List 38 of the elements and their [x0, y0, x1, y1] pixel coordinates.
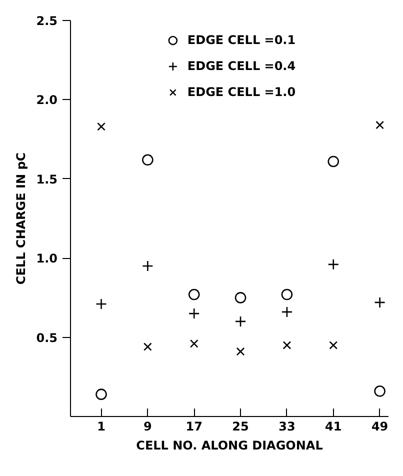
- point: [142, 154, 154, 166]
- y-tick-label: 1.5: [36, 172, 58, 186]
- point: [374, 296, 386, 308]
- point: [96, 298, 107, 310]
- legend-label: EDGE CELL =0.4: [187, 59, 296, 73]
- point: [376, 120, 384, 130]
- point: [328, 156, 340, 168]
- y-tick-label: 0.5: [36, 330, 58, 345]
- point: [374, 386, 386, 397]
- x-axis-title: CELL NO. ALONG DIAGONAL: [136, 438, 324, 452]
- x-tick-label: 9: [144, 420, 152, 434]
- x-tick-label: 17: [186, 420, 202, 434]
- y-tick-label: 2.5: [36, 14, 58, 28]
- point: [142, 260, 154, 272]
- point: [236, 347, 245, 356]
- point: [282, 341, 292, 350]
- x-tick-label: 49: [371, 420, 388, 434]
- point: [96, 388, 107, 400]
- y-tick-label: 1.0: [36, 252, 58, 266]
- point: [329, 341, 338, 350]
- legend-label: EDGE CELL =1.0: [187, 85, 296, 99]
- point: [281, 288, 293, 300]
- x-tick-label: 33: [278, 420, 296, 434]
- y-tick-label: 2.0: [36, 93, 58, 108]
- point: [234, 292, 246, 304]
- legend-label: EDGE CELL =0.1: [187, 33, 296, 47]
- y-axis-title: CELL CHARGE IN pC: [14, 152, 28, 285]
- point: [328, 258, 340, 270]
- x-tick-label: 41: [325, 420, 342, 434]
- point: [190, 339, 198, 348]
- x-tick-label: 1: [97, 420, 106, 434]
- point: [188, 288, 200, 300]
- point: [188, 308, 200, 320]
- point: [97, 122, 106, 131]
- point: [281, 306, 293, 318]
- point: [143, 342, 152, 351]
- point: [234, 316, 246, 328]
- x-tick-label: 25: [232, 420, 249, 434]
